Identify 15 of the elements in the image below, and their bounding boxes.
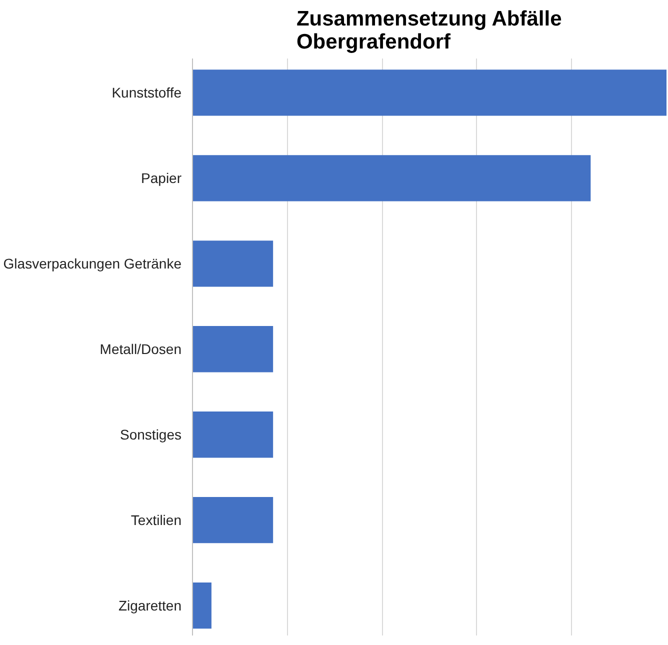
y-tick-label: Metall/Dosen bbox=[100, 341, 182, 358]
y-tick-label: Textilien bbox=[130, 512, 182, 528]
y-tick-label: Zigaretten bbox=[118, 598, 182, 614]
bar bbox=[192, 326, 274, 372]
bar bbox=[192, 412, 274, 458]
bar bbox=[192, 70, 666, 116]
bar bbox=[192, 240, 274, 287]
y-tick-label: Glasverpackungen Getränke bbox=[3, 256, 182, 272]
y-tick-label: Sonstiges bbox=[120, 426, 182, 443]
y-tick-label: Kunststoffe bbox=[112, 84, 182, 101]
bar bbox=[192, 582, 212, 629]
bar bbox=[192, 497, 274, 544]
bar bbox=[192, 155, 591, 202]
chart-title: Zusammensetzung Abfälle Obergrafendorf bbox=[296, 8, 562, 54]
y-tick-label: Papier bbox=[141, 170, 182, 186]
